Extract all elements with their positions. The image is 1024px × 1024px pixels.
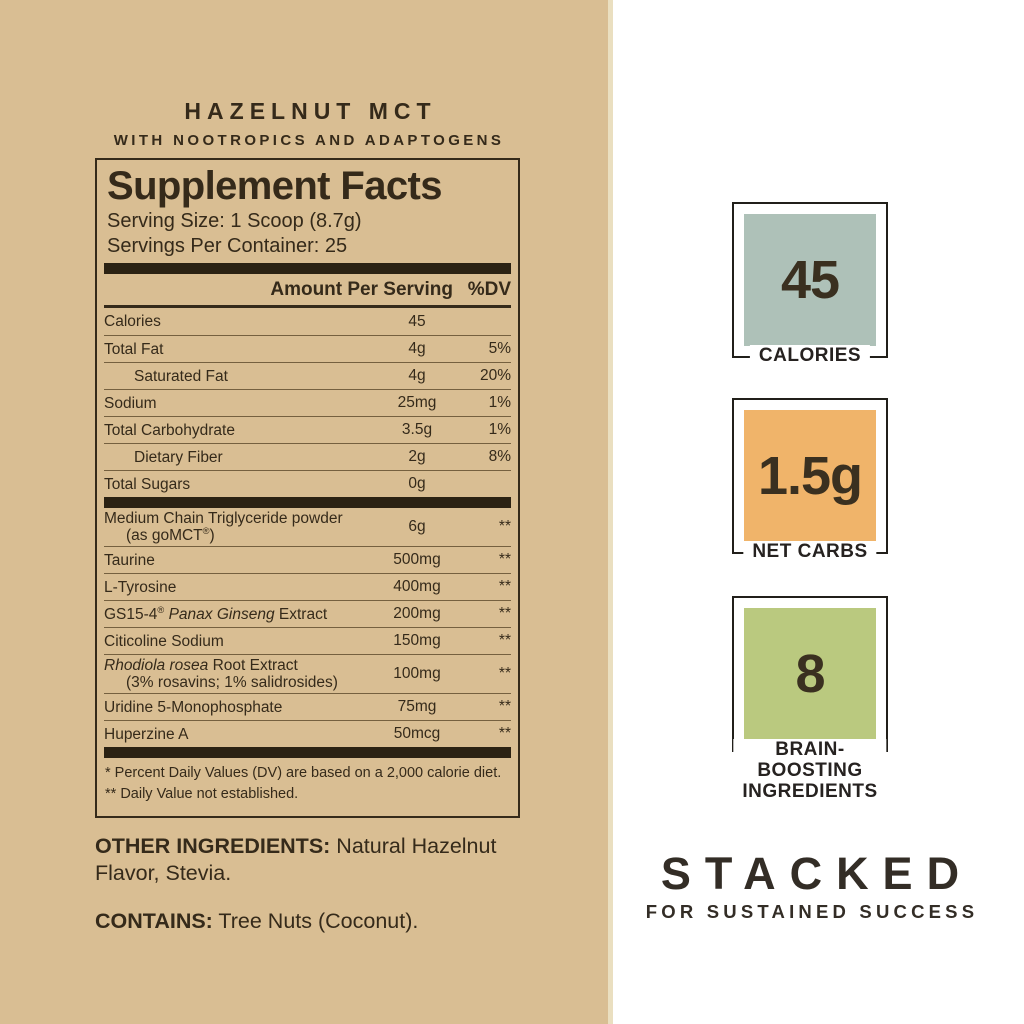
contains-label: CONTAINS: bbox=[95, 909, 213, 933]
product-title-block: HAZELNUT MCT WITH NOOTROPICS AND ADAPTOG… bbox=[85, 98, 530, 149]
tagline: STACKED FOR SUSTAINED SUCCESS bbox=[613, 850, 1007, 923]
other-ingredients-label: OTHER INGREDIENTS: bbox=[95, 834, 331, 858]
stat-net-carbs-value: 1.5g bbox=[757, 446, 863, 506]
nutrient-dv: 5% bbox=[488, 340, 511, 357]
stat-ingredients-value: 8 bbox=[795, 644, 825, 704]
footnotes: * Percent Daily Values (DV) are based on… bbox=[103, 758, 512, 805]
stat-net-carbs: 1.5g NET CARBS bbox=[732, 398, 888, 562]
nutrient-amount: 2g bbox=[408, 448, 426, 465]
nutrient-amount: 100mg bbox=[393, 665, 441, 682]
nutrient-row: Huperzine A 50mcg ** bbox=[104, 720, 511, 747]
actives-table: Medium Chain Triglyceride powder (as goMC… bbox=[104, 508, 511, 747]
stat-net-carbs-box: 1.5g NET CARBS bbox=[732, 398, 888, 562]
nutrient-amount: 3.5g bbox=[401, 421, 433, 438]
nutrient-rows-main: Calories 45 Total Fat 4g 5% Saturated Fat 4g 20… bbox=[104, 308, 511, 497]
contains-value: Tree Nuts (Coconut). bbox=[212, 909, 419, 933]
stat-ingredients-box: 8 BRAIN- BOOSTING INGREDIENTS bbox=[732, 596, 888, 802]
other-ingredients: OTHER INGREDIENTS: Natural Hazelnut Flav… bbox=[95, 833, 535, 887]
nutrient-row: Medium Chain Triglyceride powder (as goMC… bbox=[104, 510, 511, 544]
nutrient-dv: 8% bbox=[488, 448, 511, 465]
nutrient-amount: 50mcg bbox=[393, 725, 441, 742]
nutrient-dv: ** bbox=[498, 698, 511, 715]
nutrient-dv: ** bbox=[498, 632, 511, 649]
nutrient-row: Uridine 5-Monophosphate 75mg ** bbox=[104, 693, 511, 720]
nutrient-dv: 1% bbox=[488, 394, 511, 411]
nutrient-row: Rhodiola rosea Root Extract (3% rosavins;… bbox=[104, 654, 511, 693]
nutrient-row: Taurine 500mg ** bbox=[104, 546, 511, 573]
serving-size: Serving Size: 1 Scoop (8.7g) bbox=[107, 210, 362, 232]
product-subtitle: WITH NOOTROPICS AND ADAPTOGENS bbox=[113, 132, 505, 149]
nutrient-amount: 75mg bbox=[397, 698, 437, 715]
label-left-panel: HAZELNUT MCT WITH NOOTROPICS AND ADAPTOG… bbox=[0, 0, 613, 1024]
nutrient-amount: 6g bbox=[408, 518, 426, 535]
nutrient-row: Saturated Fat 4g 20% bbox=[104, 362, 511, 389]
nutrient-amount: 45 bbox=[408, 312, 426, 330]
header-amount-per-serving: Amount Per Serving bbox=[270, 279, 453, 300]
stat-ingredients-swatch: 8 bbox=[744, 608, 876, 740]
supplement-facts-heading: Supplement Facts bbox=[107, 164, 443, 208]
stat-net-carbs-label: NET CARBS bbox=[743, 541, 877, 562]
nutrient-dv: ** bbox=[498, 518, 511, 535]
nutrient-row: Sodium 25mg 1% bbox=[104, 389, 511, 416]
tagline-main: STACKED bbox=[660, 848, 974, 899]
nutrient-rows-actives: Medium Chain Triglyceride powder (as goMC… bbox=[104, 508, 511, 747]
tagline-sub: FOR SUSTAINED SUCCESS bbox=[645, 901, 979, 922]
nutrient-amount: 25mg bbox=[397, 394, 437, 411]
stat-calories-box: 45 CALORIES bbox=[732, 202, 888, 366]
nutrient-dv: ** bbox=[498, 578, 511, 595]
nutrient-amount: 4g bbox=[408, 340, 426, 357]
nutrient-dv: ** bbox=[498, 665, 511, 682]
nutrient-row: Total Carbohydrate 3.5g 1% bbox=[104, 416, 511, 443]
nutrient-dv: 20% bbox=[479, 367, 511, 384]
footnote-not-established: ** Daily Value not established. bbox=[105, 786, 299, 802]
servings-per-container: Servings Per Container: 25 bbox=[107, 235, 348, 257]
nutrient-amount: 150mg bbox=[393, 632, 441, 649]
nutrient-amount: 200mg bbox=[393, 605, 441, 622]
stat-ingredients-label: BRAIN- BOOSTING INGREDIENTS bbox=[733, 739, 887, 802]
stat-calories-swatch: 45 bbox=[744, 214, 876, 346]
nutrient-dv: 1% bbox=[488, 421, 511, 438]
contains-statement: CONTAINS: Tree Nuts (Coconut). bbox=[95, 908, 535, 935]
nutrient-dv: ** bbox=[498, 605, 511, 622]
nutrient-row: GS15-4® Panax Ginseng Extract 200mg ** bbox=[104, 600, 511, 627]
nutrient-row: L-Tyrosine 400mg ** bbox=[104, 573, 511, 600]
nutrient-row: Total Fat 4g 5% bbox=[104, 335, 511, 362]
stat-ingredients: 8 BRAIN- BOOSTING INGREDIENTS bbox=[732, 596, 888, 802]
product-title: HAZELNUT MCT bbox=[184, 98, 437, 124]
table-header: Amount Per Serving %DV bbox=[104, 274, 511, 308]
header-dv: %DV bbox=[467, 279, 511, 300]
divider-bar bbox=[104, 747, 511, 758]
stat-calories: 45 CALORIES bbox=[732, 202, 888, 366]
nutrient-row: Citicoline Sodium 150mg ** bbox=[104, 627, 511, 654]
nutrient-amount: 500mg bbox=[393, 551, 441, 568]
nutrient-row: Total Sugars 0g bbox=[104, 470, 511, 497]
other-ingredients-value: Natural Hazelnut Flavor, Stevia. bbox=[95, 834, 497, 885]
nutrient-amount: 4g bbox=[408, 367, 426, 384]
stat-calories-label: CALORIES bbox=[749, 345, 871, 366]
stat-net-carbs-swatch: 1.5g bbox=[744, 410, 876, 542]
nutrition-table: Amount Per Serving %DV Calories 45 Total F… bbox=[104, 274, 511, 497]
supplement-facts-panel: Supplement Facts Serving Size: 1 Scoop (… bbox=[95, 158, 520, 818]
divider-bar bbox=[104, 263, 511, 274]
nutrient-amount: 400mg bbox=[393, 578, 441, 595]
nutrient-dv: ** bbox=[498, 551, 511, 568]
footnote-dv: * Percent Daily Values (DV) are based on… bbox=[105, 765, 502, 781]
nutrient-row: Dietary Fiber 2g 8% bbox=[104, 443, 511, 470]
stats-column: 45 CALORIES 1.5g NET CARBS 8 bbox=[613, 0, 1007, 1024]
nutrient-row: Calories 45 bbox=[104, 308, 511, 335]
nutrient-dv: ** bbox=[498, 725, 511, 742]
divider-bar bbox=[104, 497, 511, 508]
stat-calories-value: 45 bbox=[780, 250, 840, 310]
nutrient-amount: 0g bbox=[408, 475, 426, 492]
